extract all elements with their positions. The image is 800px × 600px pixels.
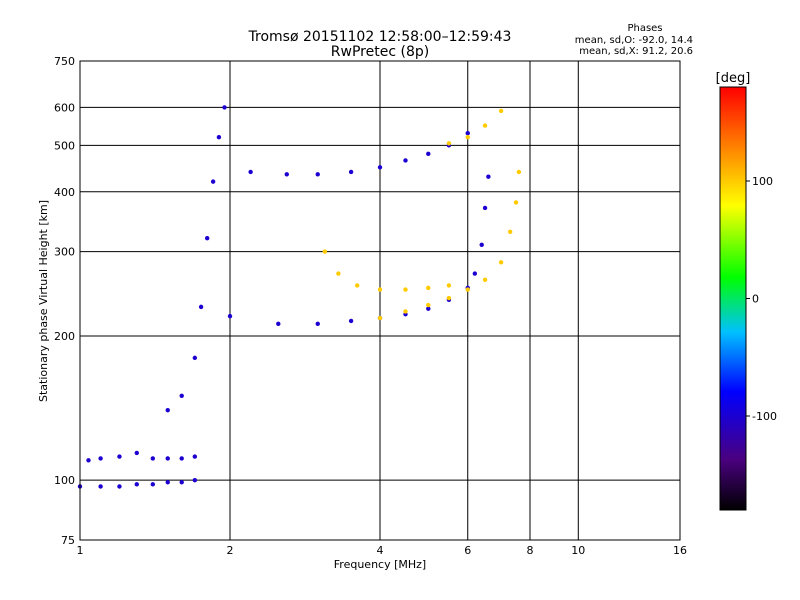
x-mode-point <box>426 302 431 308</box>
x-tick-label: 4 <box>377 544 384 557</box>
colorbar-gradient <box>719 86 747 511</box>
x-mode-point <box>322 249 328 254</box>
o-mode-point <box>179 480 184 485</box>
x-tick-label: 6 <box>464 544 471 557</box>
colorbar-tick-label: 0 <box>752 293 759 306</box>
o-mode-point <box>465 131 470 136</box>
x-mode-point <box>465 134 470 140</box>
y-tick-label: 100 <box>54 474 75 487</box>
o-mode-point <box>377 165 383 170</box>
y-tick-label: 600 <box>54 101 75 114</box>
chart-subtitle: RwPretec (8p) <box>331 44 429 60</box>
x-mode-point <box>446 283 452 288</box>
phases-title: Phases <box>627 23 662 34</box>
x-mode-point <box>336 271 341 276</box>
x-mode-point <box>403 309 408 314</box>
x-mode-point <box>516 169 522 175</box>
y-tick-label: 300 <box>54 246 75 259</box>
o-mode-point <box>165 407 170 413</box>
o-mode-point <box>248 169 253 175</box>
chart-title: Tromsø 20151102 12:58:00–12:59:43 <box>248 29 512 45</box>
tick-labels: 1 2 4 6 8 10 16 75 100 200 300 400 500 600 750 <box>54 55 687 557</box>
colorbar: -100 0 100 <box>719 86 777 511</box>
x-mode-point <box>426 285 431 291</box>
o-mode-point <box>192 454 198 459</box>
y-tick-label: 200 <box>54 330 75 343</box>
o-mode-point <box>216 134 222 140</box>
o-mode-point <box>403 158 408 163</box>
o-mode-point <box>472 271 478 276</box>
colorbar-tick-label: -100 <box>752 410 777 423</box>
o-mode-point <box>426 306 431 311</box>
o-mode-point <box>482 205 488 211</box>
x-mode-point <box>507 229 513 234</box>
o-mode-point <box>98 484 103 489</box>
o-mode-point <box>98 456 103 461</box>
o-mode-point <box>315 321 320 327</box>
o-mode-point <box>179 456 184 461</box>
o-mode-point <box>486 174 491 179</box>
x-tick-label: 2 <box>227 544 234 557</box>
colorbar-label: [deg] <box>716 71 751 86</box>
o-mode-point <box>165 480 170 485</box>
grid-lines <box>79 60 681 541</box>
x-mode-point <box>446 295 452 301</box>
phases-mean-x: mean, sd,X: 91.2, 20.6 <box>579 46 693 57</box>
o-mode-point <box>315 172 320 177</box>
x-mode-point <box>482 277 488 282</box>
o-mode-point <box>192 477 198 483</box>
o-mode-point <box>86 458 91 463</box>
x-mode-point <box>354 283 360 288</box>
data-points <box>77 105 522 489</box>
o-mode-point <box>165 456 170 461</box>
o-mode-point <box>134 482 139 487</box>
o-mode-point <box>134 450 139 456</box>
x-axis-label: Frequency [MHz] <box>334 558 426 571</box>
x-mode-point <box>513 200 519 205</box>
o-mode-point <box>222 105 227 110</box>
o-mode-point <box>348 169 354 175</box>
o-mode-point <box>227 313 233 319</box>
plot-frame <box>79 60 681 541</box>
o-mode-point <box>117 454 122 459</box>
x-tick-label: 16 <box>673 544 687 557</box>
x-mode-point <box>403 287 408 292</box>
x-mode-point <box>465 287 470 292</box>
x-tick-label: 10 <box>571 544 585 557</box>
phases-mean-o: mean, sd,O: -92.0, 14.4 <box>575 35 693 46</box>
colorbar-tick-label: 100 <box>752 175 773 188</box>
x-tick-label: 1 <box>77 544 84 557</box>
y-tick-label: 400 <box>54 186 75 199</box>
x-mode-point <box>377 315 383 321</box>
o-mode-point <box>179 393 184 399</box>
y-tick-label: 750 <box>54 55 75 68</box>
x-mode-point <box>377 287 383 292</box>
o-mode-point <box>117 484 122 489</box>
o-mode-point <box>284 172 289 177</box>
o-mode-point <box>150 482 156 487</box>
y-tick-label: 500 <box>54 139 75 152</box>
o-mode-point <box>210 179 216 184</box>
o-mode-point <box>192 355 198 361</box>
x-mode-point <box>498 108 504 114</box>
o-mode-point <box>150 456 156 461</box>
y-axis-label: Stationary phase Virtual Height [km] <box>37 200 50 402</box>
o-mode-point <box>276 321 281 327</box>
x-mode-point <box>482 123 488 128</box>
o-mode-point <box>479 242 484 247</box>
o-mode-point <box>348 318 354 324</box>
o-mode-point <box>204 235 210 241</box>
y-tick-label: 75 <box>61 534 75 547</box>
x-mode-point <box>498 260 504 265</box>
o-mode-point <box>198 304 204 310</box>
o-mode-point <box>426 151 431 157</box>
x-tick-label: 8 <box>527 544 534 557</box>
x-mode-point <box>446 141 452 146</box>
